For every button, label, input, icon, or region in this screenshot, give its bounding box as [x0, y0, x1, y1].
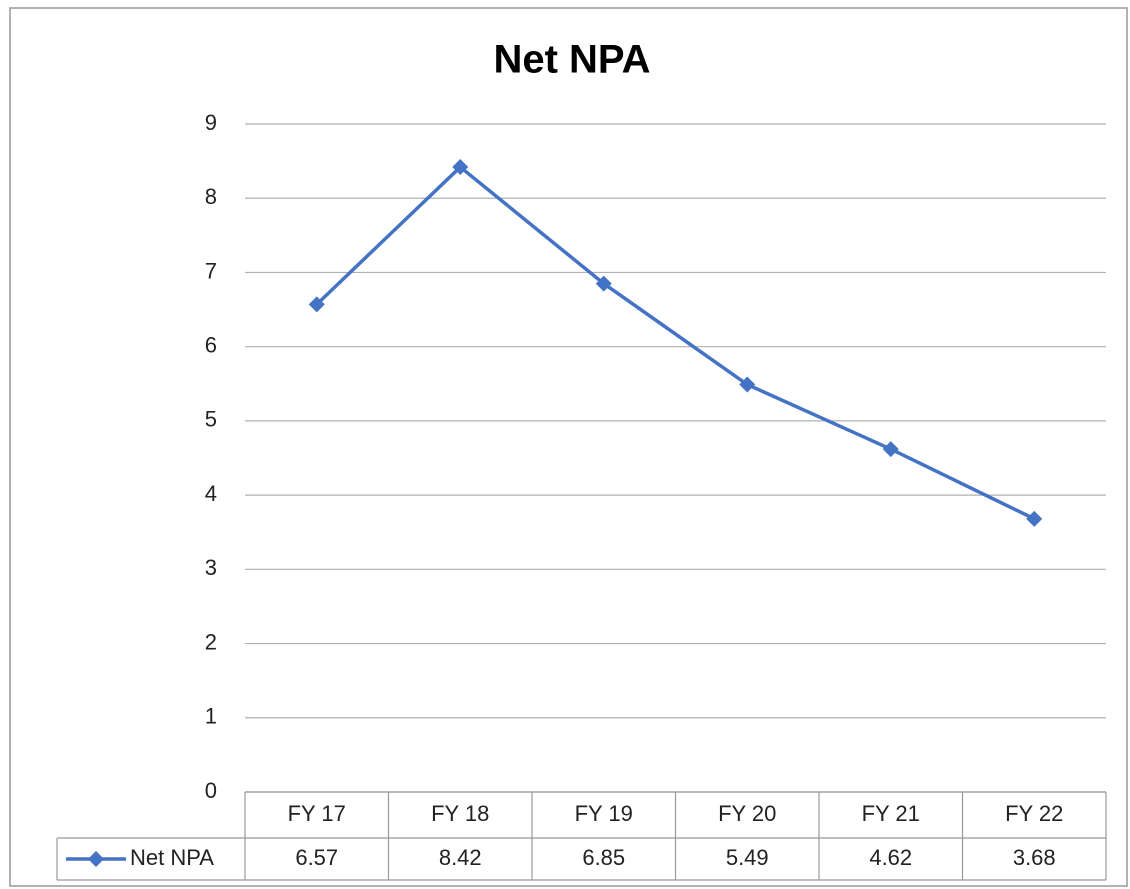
line — [315, 164, 1036, 521]
table-value: 4.62 — [869, 845, 912, 870]
y-tick-label: 8 — [205, 184, 217, 209]
table-value: 8.42 — [439, 845, 482, 870]
y-tick-label: 5 — [205, 407, 217, 432]
table-value: 6.85 — [582, 845, 625, 870]
y-tick-label: 9 — [205, 110, 217, 135]
chart-border — [9, 7, 1128, 887]
y-tick-label: 6 — [205, 332, 217, 357]
table-value: 5.49 — [726, 845, 769, 870]
x-tick-label: FY 19 — [575, 801, 633, 826]
x-tick-label: FY 17 — [288, 801, 346, 826]
table-value: 3.68 — [1013, 845, 1056, 870]
legend-marker — [88, 851, 104, 867]
y-tick-label: 0 — [205, 778, 217, 803]
table-value: 6.57 — [295, 845, 338, 870]
y-tick-label: 2 — [205, 629, 217, 654]
marker — [739, 376, 756, 393]
y-tick-label: 4 — [205, 481, 217, 506]
x-tick-label: FY 18 — [431, 801, 489, 826]
marker — [452, 159, 469, 176]
chart-title: Net NPA — [493, 38, 650, 82]
x-tick-label: FY 22 — [1005, 801, 1063, 826]
marker — [882, 441, 899, 458]
legend-label: Net NPA — [130, 845, 214, 870]
y-tick-label: 7 — [205, 258, 217, 283]
marker — [595, 275, 612, 292]
marker — [308, 296, 325, 313]
x-tick-label: FY 21 — [862, 801, 920, 826]
y-tick-label: 1 — [205, 704, 217, 729]
y-tick-label: 3 — [205, 555, 217, 580]
marker — [1026, 510, 1043, 527]
x-tick-label: FY 20 — [718, 801, 776, 826]
